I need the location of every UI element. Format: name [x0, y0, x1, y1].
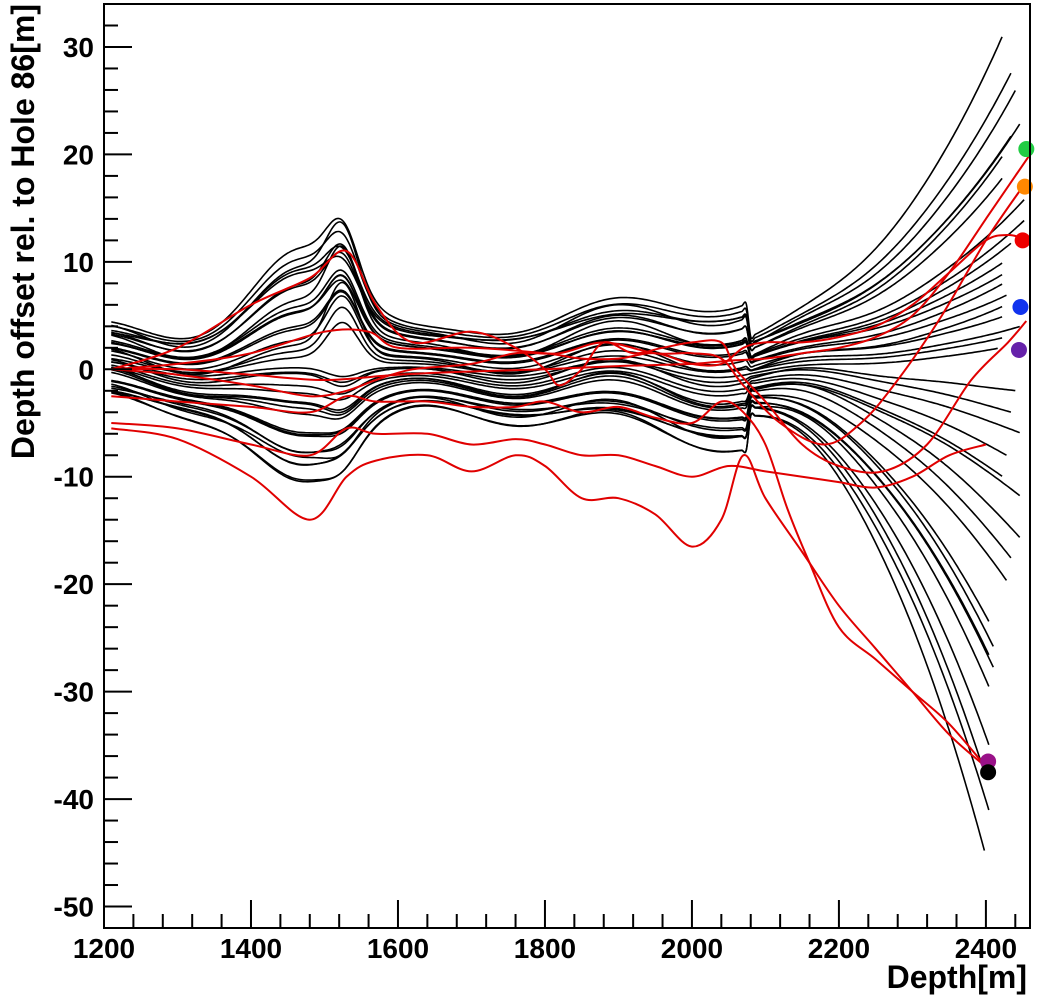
black-curve: [111, 360, 1012, 413]
black-curve: [111, 321, 1003, 374]
y-tick-label: 30: [63, 32, 94, 63]
y-tick-label: -50: [54, 892, 94, 923]
y-tick-label: -20: [54, 569, 94, 600]
black-curve: [111, 368, 1021, 497]
y-tick-label: -40: [54, 784, 94, 815]
black-curve: [111, 135, 1012, 345]
tick-labels: 1200 1400 1600 1800 2000 2200 2400 30 20 10 0 -10 -2…: [54, 32, 1018, 964]
black-curve: [111, 306, 1020, 374]
black-curve: [111, 390, 986, 773]
end-marker-group: [980, 141, 1035, 781]
red-series-line: [111, 186, 1024, 446]
black-curve: [111, 383, 990, 687]
black-curve: [111, 366, 1007, 456]
black-curve: [111, 199, 1025, 360]
end-marker: [1018, 141, 1035, 158]
y-tick-label: -10: [54, 462, 94, 493]
y-axis-label: Depth offset rel. to Hole 86[m]: [5, 4, 41, 459]
end-marker: [1012, 298, 1029, 315]
black-curve: [111, 123, 1021, 346]
x-axis-label: Depth[m]: [887, 959, 1027, 995]
x-tick-label: 2200: [808, 933, 870, 964]
black-curve: [111, 177, 1003, 352]
x-tick-label: 1400: [220, 933, 282, 964]
red-series-group: [110, 153, 1031, 768]
black-curve: [111, 364, 1021, 434]
red-series-line: [111, 422, 987, 489]
axis-ticks: [103, 3, 1017, 929]
y-tick-label: 0: [78, 354, 94, 385]
black-curve: [111, 366, 1021, 538]
end-marker: [1016, 178, 1033, 195]
black-curve: [111, 242, 1012, 360]
y-tick-label: -30: [54, 677, 94, 708]
x-tick-label: 1800: [514, 933, 576, 964]
x-tick-label: 1200: [73, 933, 135, 964]
black-curve: [111, 347, 998, 379]
x-tick-label: 2000: [661, 933, 723, 964]
x-tick-label: 1600: [367, 933, 429, 964]
black-curve: [111, 72, 1012, 343]
end-marker: [1014, 232, 1031, 249]
x-tick-label: 2400: [955, 933, 1017, 964]
black-curve: [111, 219, 1025, 359]
end-marker: [980, 764, 997, 781]
plot-frame: [103, 3, 1031, 929]
y-tick-label: 10: [63, 247, 94, 278]
black-curve: [111, 295, 1003, 371]
end-marker: [1010, 341, 1027, 358]
red-series-line: [111, 394, 987, 768]
y-tick-label: 20: [63, 139, 94, 170]
black-curve: [111, 390, 986, 851]
black-curve: [111, 380, 990, 622]
black-curve: [111, 371, 1012, 559]
black-curve: [111, 387, 995, 668]
red-series-line: [111, 427, 987, 768]
red-series-line: [111, 153, 1031, 382]
red-series-line: [111, 233, 1023, 371]
black-curve: [111, 36, 1003, 340]
